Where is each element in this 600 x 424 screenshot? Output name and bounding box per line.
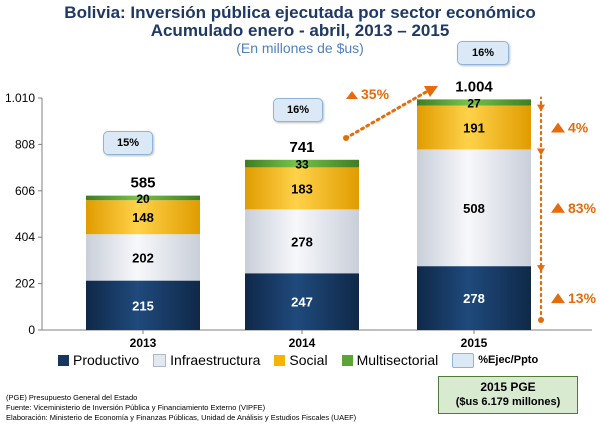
- growth-sector-label-productivo: 13%: [568, 290, 597, 306]
- growth-sector-label-infraestructura: 83%: [568, 200, 597, 216]
- bar-value-label-social-2013: 148: [132, 210, 154, 225]
- bar-total-label-2013: 585: [130, 175, 155, 192]
- bar-segment-multisectorial-2014: [245, 159, 359, 168]
- legend-item-multisectorial: Multisectorial: [341, 352, 439, 368]
- pge-amount: ($us 6.179 millones): [455, 396, 561, 408]
- legend-swatch-infraestructura: [153, 353, 167, 367]
- pge-box: 2015 PGE ($us 6.179 millones): [438, 376, 578, 414]
- growth-sector-triangle-productivo: [551, 293, 565, 304]
- x-tick-label-2015: 2015: [461, 336, 488, 350]
- bar-segment-infraestructura-2014: [245, 209, 359, 274]
- legend-item-ratio: %Ejec/Ppto: [452, 352, 539, 368]
- growth-sector-label-social: 4%: [568, 120, 589, 136]
- y-tick-label: 1.010: [5, 91, 35, 105]
- bar-segment-social-2014: [245, 167, 359, 210]
- legend-label-productivo: Productivo: [73, 352, 140, 368]
- bar-segment-social-2013: [86, 200, 200, 235]
- bar-value-label-multisectorial-2013: 20: [136, 192, 150, 206]
- y-tick-label: 202: [15, 277, 35, 291]
- legend-label-multisectorial: Multisectorial: [356, 352, 439, 368]
- legend-swatch-ratio: [452, 352, 475, 368]
- growth-sector-triangle-social: [551, 122, 565, 133]
- bar-value-label-productivo-2015: 278: [463, 291, 485, 306]
- legend-swatch-productivo: [58, 354, 69, 366]
- growth-total-label: 35%: [361, 86, 390, 102]
- legend-swatch-social: [274, 354, 286, 366]
- bar-value-label-multisectorial-2014: 33: [295, 158, 309, 172]
- legend-item-infraestructura: Infraestructura: [153, 352, 260, 368]
- bar-value-label-infraestructura-2013: 202: [132, 250, 154, 265]
- y-tick-label: 404: [15, 230, 35, 244]
- growth-total-triangle: [346, 91, 358, 99]
- chart-units: (En millones de $us): [236, 40, 364, 56]
- growth-sector-bracket-start: [538, 317, 544, 323]
- bar-segment-infraestructura-2015: [417, 149, 531, 267]
- bar-total-label-2015: 1.004: [455, 78, 493, 95]
- bar-value-label-infraestructura-2014: 278: [291, 234, 313, 249]
- growth-sector-arrowhead: [537, 265, 545, 273]
- pct-badge-2014: 16%: [273, 98, 323, 122]
- bar-value-label-productivo-2014: 247: [291, 295, 313, 310]
- footnote-pge: (PGE) Presupuesto General del Estado: [6, 393, 138, 402]
- bar-value-label-social-2014: 183: [291, 181, 313, 196]
- x-tick-label-2013: 2013: [130, 336, 157, 350]
- growth-total-arrow: [344, 90, 428, 140]
- chart-title: Bolivia: Inversión pública ejecutada por…: [64, 3, 536, 22]
- footnote-source: Fuente: Viceministerio de Inversión Públ…: [6, 403, 266, 412]
- growth-sector-arrowhead: [537, 148, 545, 156]
- bar-segment-productivo-2013: [86, 280, 200, 330]
- y-tick-label: 808: [15, 137, 35, 151]
- legend-item-social: Social: [274, 352, 328, 368]
- bar-value-label-infraestructura-2015: 508: [463, 201, 485, 216]
- growth-total-arrow-start: [343, 135, 349, 141]
- x-tick-label-2014: 2014: [289, 336, 316, 350]
- bar-value-label-multisectorial-2015: 27: [467, 96, 481, 110]
- footnote-elaboration: Elaboración: Ministerio de Economía y Fi…: [6, 413, 357, 422]
- pct-badge-2013: 15%: [103, 131, 153, 155]
- bar-segment-productivo-2015: [417, 266, 531, 330]
- bar-value-label-productivo-2013: 215: [132, 298, 154, 313]
- bar-total-label-2014: 741: [289, 139, 314, 156]
- bar-value-label-social-2015: 191: [463, 121, 485, 136]
- y-tick-label: 606: [15, 184, 35, 198]
- growth-sector-arrowhead: [537, 104, 545, 112]
- bar-segment-multisectorial-2013: [86, 195, 200, 201]
- growth-total-arrowhead: [424, 86, 438, 97]
- growth-sector-triangle-infraestructura: [551, 202, 565, 213]
- legend-label-infraestructura: Infraestructura: [170, 352, 261, 368]
- bar-segment-infraestructura-2013: [86, 234, 200, 281]
- pge-title: 2015 PGE: [480, 380, 536, 394]
- bar-segment-productivo-2014: [245, 273, 359, 330]
- pct-badge-2015: 16%: [457, 41, 509, 65]
- legend-item-productivo: Productivo: [58, 352, 139, 368]
- chart-subtitle: Acumulado enero - abril, 2013 – 2015: [150, 21, 450, 40]
- legend: Productivo Infraestructura Social Multis…: [58, 351, 552, 369]
- y-tick-label: 0: [28, 323, 35, 337]
- legend-swatch-multisectorial: [341, 354, 353, 366]
- legend-label-social: Social: [289, 352, 328, 368]
- legend-label-ratio: %Ejec/Ppto: [478, 354, 539, 366]
- bar-segment-multisectorial-2015: [417, 99, 531, 106]
- bar-segment-social-2015: [417, 105, 531, 150]
